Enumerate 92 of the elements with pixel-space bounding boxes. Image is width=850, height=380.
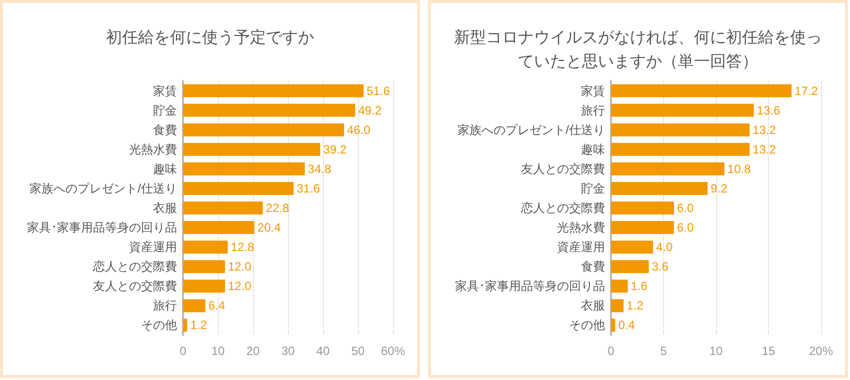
bar	[611, 182, 708, 195]
y-tick-label: その他	[141, 318, 177, 332]
data-label: 10.8	[727, 162, 752, 176]
bar	[611, 318, 616, 332]
data-label: 1.2	[190, 318, 208, 332]
y-tick-label: 友人との交際費	[93, 279, 177, 294]
bar	[183, 240, 228, 254]
bar	[183, 221, 254, 234]
x-tick-label: 15	[762, 344, 776, 358]
data-label: 20.4	[257, 220, 282, 235]
bar	[611, 299, 624, 312]
y-tick-label: 家具･家事用品等身の回り品	[27, 220, 177, 235]
data-label: 17.2	[794, 84, 818, 98]
bar	[611, 260, 649, 274]
data-label: 34.8	[308, 162, 332, 176]
data-label: 6.4	[208, 298, 226, 313]
y-tick-label: 家族へのプレゼント/仕送り	[458, 122, 605, 137]
y-tick-label: 食費	[581, 260, 605, 274]
y-tick-label: 旅行	[581, 103, 605, 118]
bar	[611, 162, 724, 176]
y-tick-label: 光熱水費	[557, 220, 605, 235]
data-label: 13.2	[752, 122, 776, 137]
data-label: 1.6	[630, 279, 648, 294]
y-tick-label: 資産運用	[129, 240, 177, 254]
data-label: 13.6	[756, 103, 780, 118]
y-tick-label: 貯金	[153, 103, 177, 118]
x-tick-label: 0	[608, 344, 615, 358]
data-label: 12.8	[230, 240, 254, 254]
x-tick-label: 20	[246, 344, 260, 358]
y-tick-label: 家賃	[153, 84, 177, 98]
y-tick-label: 衣服	[581, 298, 605, 313]
data-label: 49.2	[358, 103, 382, 118]
data-label: 4.0	[656, 240, 674, 254]
x-tick-label: 50	[351, 344, 365, 358]
bar	[183, 104, 356, 117]
bar	[183, 318, 188, 332]
x-tick-label: 40	[316, 344, 330, 358]
bar	[611, 202, 674, 214]
bar	[183, 182, 294, 195]
y-tick-label: 家族へのプレゼント/仕送り	[30, 181, 177, 196]
y-tick-label: 光熱水費	[129, 142, 177, 156]
bar	[611, 84, 792, 98]
bar	[611, 123, 750, 136]
y-tick-label: 趣味	[153, 162, 177, 176]
data-label: 0.4	[618, 318, 636, 332]
data-label: 51.6	[366, 84, 390, 98]
data-label: 39.2	[323, 142, 347, 156]
x-tick-label: 0	[180, 344, 187, 358]
x-tick-label: 20%	[808, 344, 834, 358]
y-tick-label: その他	[569, 318, 605, 332]
data-label: 6.0	[677, 201, 694, 215]
y-tick-label: 友人との交際費	[521, 162, 605, 176]
y-tick-label: 趣味	[581, 142, 605, 156]
bar	[611, 240, 653, 254]
y-tick-label: 恋人との交際費	[520, 201, 605, 215]
y-tick-label: 家具･家事用品等身の回り品	[455, 279, 605, 294]
y-tick-label: 衣服	[153, 201, 177, 215]
data-label: 13.2	[752, 142, 776, 156]
data-label: 12.0	[228, 279, 252, 294]
chart-title: 初任給を何に使う予定ですか	[106, 28, 314, 46]
bar	[183, 260, 225, 274]
bar	[183, 142, 320, 156]
data-label: 9.2	[710, 181, 728, 196]
data-label: 12.0	[228, 260, 252, 274]
x-tick-label: 10	[211, 344, 225, 358]
chart-title: 新型コロナウイルスがなければ、何に初任給を使っていたと思いますか（単一回答）	[454, 28, 822, 70]
data-label: 31.6	[296, 181, 320, 196]
bar	[611, 221, 674, 234]
x-tick-label: 10	[709, 344, 723, 358]
x-tick-label: 60%	[380, 344, 406, 358]
y-tick-label: 食費	[153, 122, 177, 137]
bar	[183, 84, 364, 98]
y-tick-label: 恋人との交際費	[92, 260, 177, 274]
y-tick-label: 貯金	[581, 181, 605, 196]
data-label: 1.2	[626, 298, 644, 313]
data-label: 6.0	[677, 220, 694, 235]
x-tick-label: 5	[660, 344, 668, 358]
data-label: 3.6	[652, 260, 669, 274]
bar	[183, 299, 206, 312]
bar	[183, 162, 305, 176]
bar	[183, 202, 263, 214]
bar	[611, 104, 754, 117]
y-tick-label: 資産運用	[557, 240, 605, 254]
bar	[611, 280, 628, 293]
y-tick-label: 家賃	[581, 84, 605, 98]
bar	[183, 123, 344, 136]
bar	[183, 280, 225, 293]
data-label: 46.0	[347, 122, 371, 137]
data-label: 22.8	[266, 201, 290, 215]
y-tick-label: 旅行	[153, 298, 177, 313]
bar	[611, 142, 750, 156]
x-tick-label: 30	[281, 344, 295, 358]
